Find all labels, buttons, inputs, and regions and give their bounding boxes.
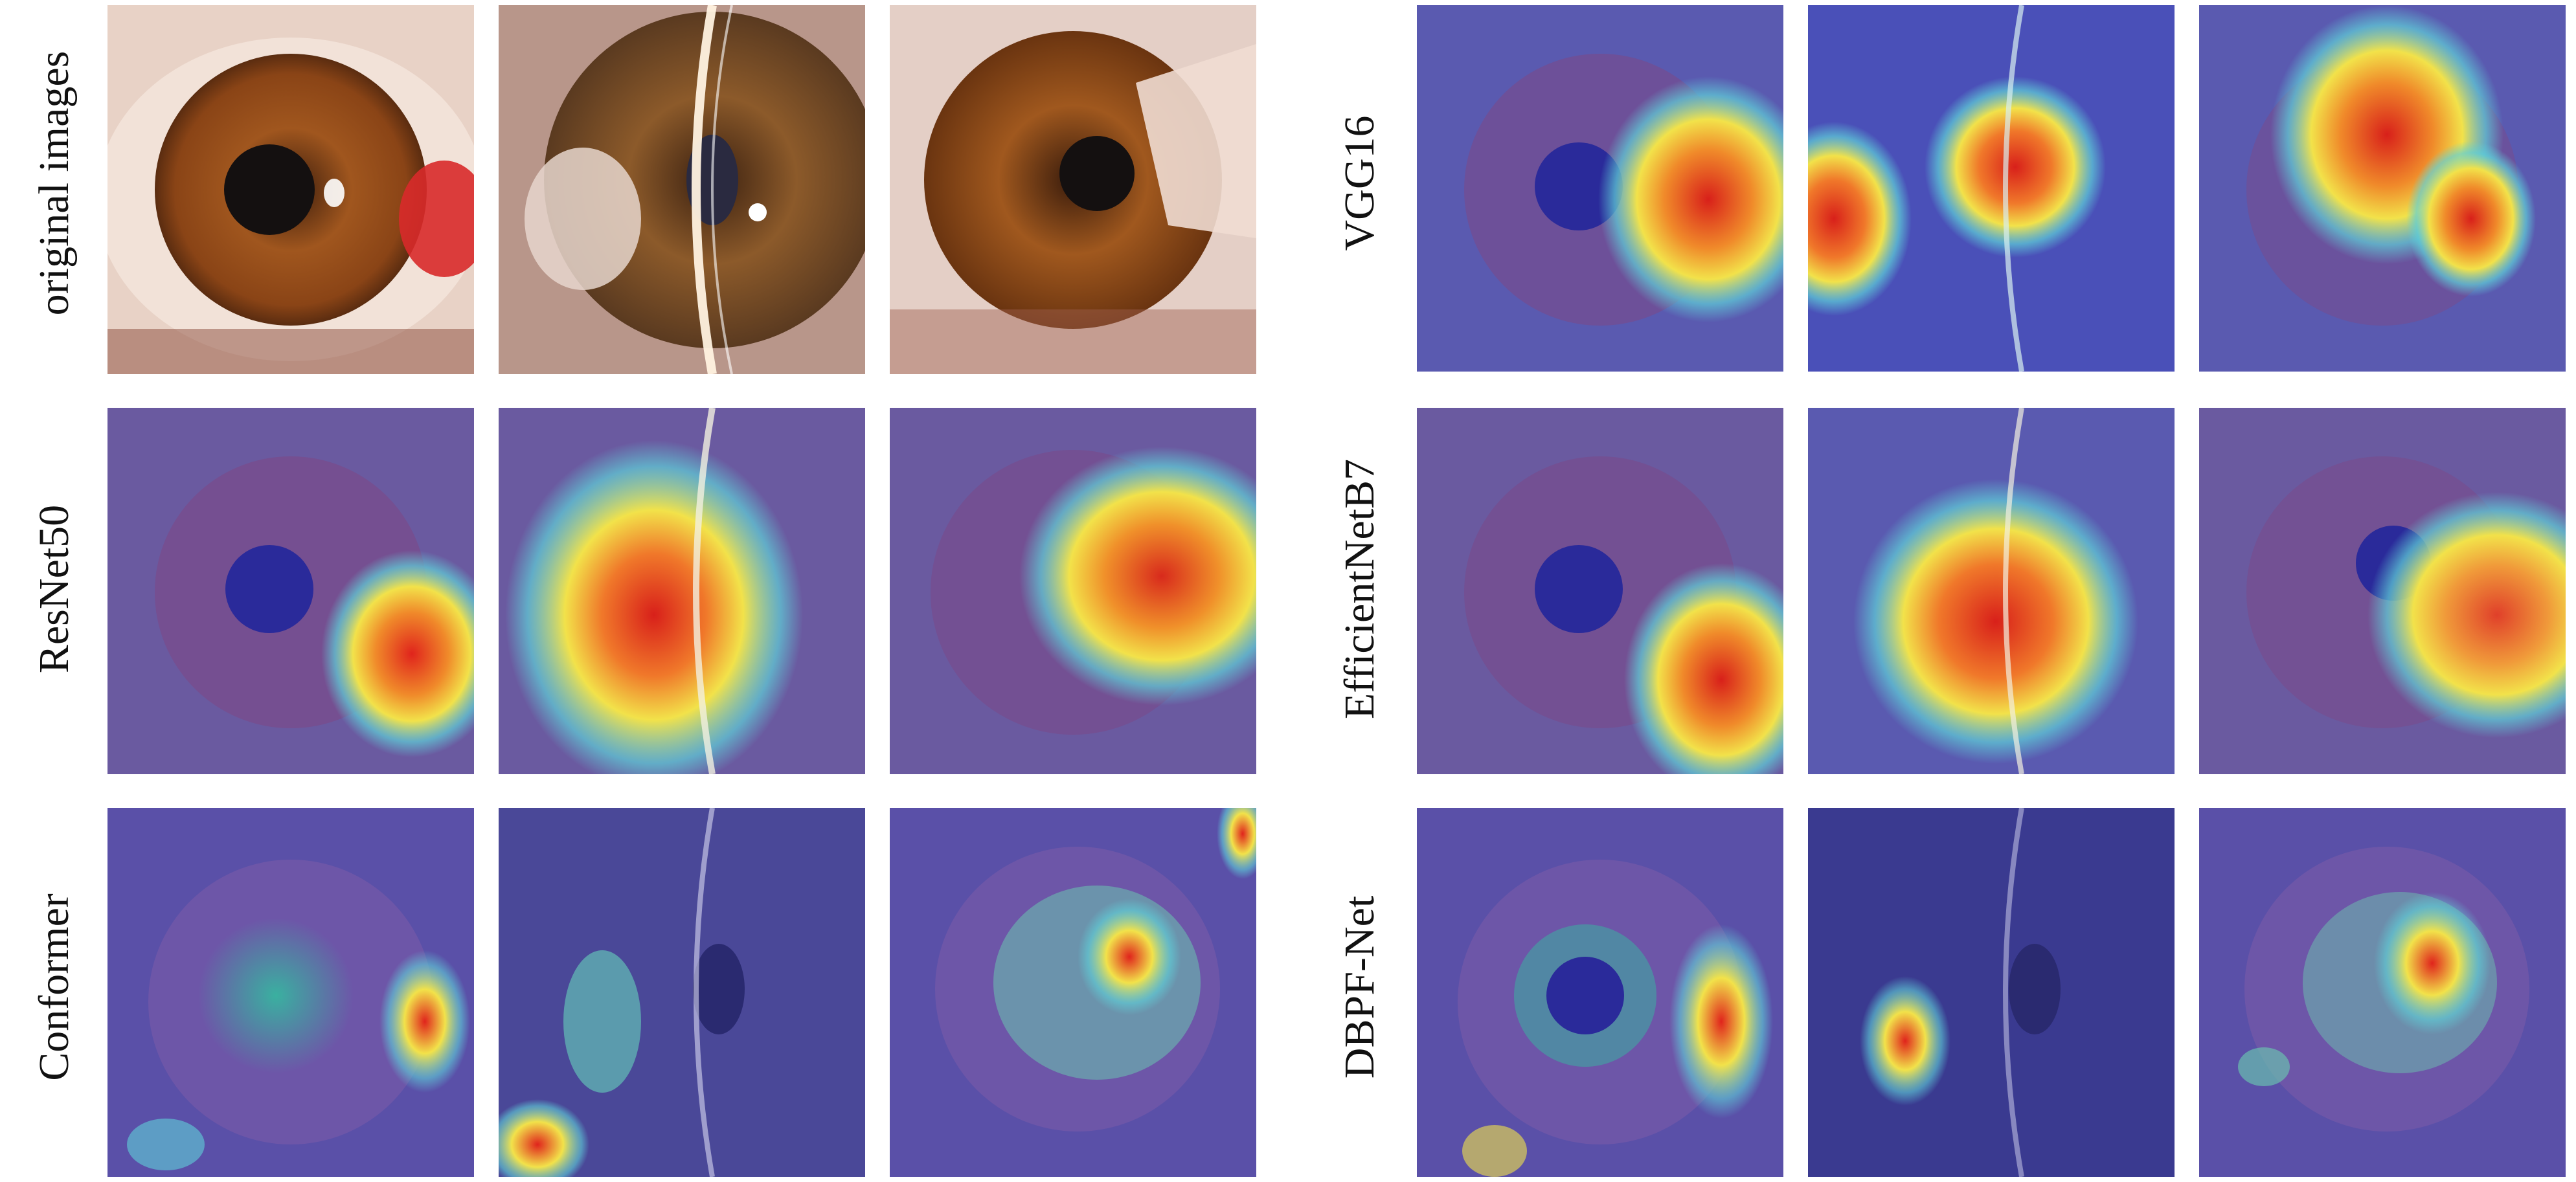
vgg16-heatmap-2 xyxy=(1808,5,2175,372)
original-image-1 xyxy=(107,5,474,374)
conformer-heatmap-2 xyxy=(499,808,865,1177)
row-label-resnet50: ResNet50 xyxy=(30,504,78,674)
row-label-original-images: original images xyxy=(30,50,78,316)
vgg16-heatmap-3 xyxy=(2199,5,2566,372)
efficientnetb7-heatmap-3 xyxy=(2199,408,2566,774)
dbpf-net-heatmap-2 xyxy=(1808,808,2175,1177)
original-image-2 xyxy=(499,5,865,374)
row-label-dbpf-net: DBPF-Net xyxy=(1336,895,1383,1079)
conformer-heatmap-3 xyxy=(890,808,1256,1177)
dbpf-net-heatmap-1 xyxy=(1417,808,1783,1177)
resnet50-heatmap-3 xyxy=(890,408,1256,774)
dbpf-net-heatmap-3 xyxy=(2199,808,2566,1177)
resnet50-heatmap-1 xyxy=(107,408,474,774)
efficientnetb7-heatmap-2 xyxy=(1808,408,2175,774)
row-label-efficientnetb7: EfficientNetB7 xyxy=(1336,459,1383,719)
vgg16-heatmap-1 xyxy=(1417,5,1783,372)
resnet50-heatmap-2 xyxy=(499,408,865,774)
efficientnetb7-heatmap-1 xyxy=(1417,408,1783,774)
row-label-vgg16: VGG16 xyxy=(1336,115,1383,251)
row-label-conformer: Conformer xyxy=(30,893,78,1081)
conformer-heatmap-1 xyxy=(107,808,474,1177)
original-image-3 xyxy=(890,5,1256,374)
